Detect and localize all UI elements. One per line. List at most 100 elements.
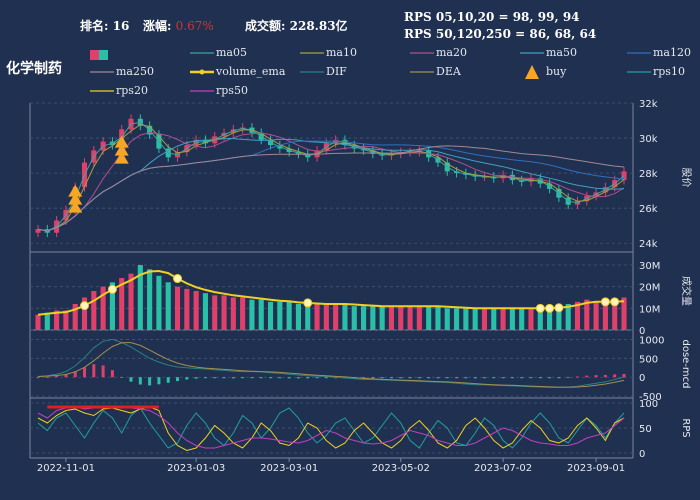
macd-histogram-bar xyxy=(296,377,300,379)
macd-histogram-bar xyxy=(55,375,59,378)
macd-histogram-bar xyxy=(36,377,40,379)
series-ma20 xyxy=(37,131,625,232)
macd-histogram-bar xyxy=(389,377,393,379)
macd-histogram-bar xyxy=(520,377,524,379)
volume-bar xyxy=(593,301,599,330)
legend-candle-up-icon xyxy=(90,50,99,60)
x-tick-label: 2022-11-01 xyxy=(37,463,95,474)
volume-bar xyxy=(574,301,581,330)
series-dea xyxy=(37,342,625,388)
volume-bar xyxy=(519,308,525,330)
series-ma10 xyxy=(37,124,625,232)
macd-histogram-bar xyxy=(278,377,282,379)
legend-item-ma20: ma20 xyxy=(436,46,467,59)
buy-marker-icon xyxy=(68,184,83,197)
volume-bar xyxy=(54,310,60,330)
legend-item-buy: buy xyxy=(546,65,567,78)
macd-histogram-bar xyxy=(101,365,105,378)
y-tick-label: 0 xyxy=(639,373,645,384)
macd-histogram-bar xyxy=(464,377,468,379)
volume-bar xyxy=(91,291,97,330)
volume-signal-point xyxy=(303,298,313,308)
macd-histogram-bar xyxy=(83,367,87,378)
volume-bar xyxy=(174,286,181,330)
volume-bar xyxy=(63,310,69,330)
x-tick-label: 2023-03-01 xyxy=(260,463,318,474)
volume-bar xyxy=(267,301,274,330)
y-tick-label: 100 xyxy=(639,399,658,410)
macd-histogram-bar xyxy=(306,377,310,379)
volume-bar xyxy=(444,308,450,330)
macd-histogram-bar xyxy=(482,377,486,379)
volume-bar xyxy=(193,291,199,330)
legend-item-ma10: ma10 xyxy=(326,46,357,59)
volume-bar xyxy=(184,288,190,330)
y-tick-label: 24k xyxy=(639,239,658,250)
volume-bar xyxy=(621,297,627,330)
legend-buy-icon xyxy=(525,65,539,79)
turnover-value: 228.83亿 xyxy=(289,19,348,33)
y-tick-label: 32k xyxy=(639,99,658,110)
volume-bar xyxy=(128,273,134,330)
volume-bar xyxy=(314,304,320,330)
volume-bar xyxy=(463,308,469,330)
buy-marker-icon xyxy=(114,135,129,148)
legend-swatch-marker xyxy=(199,69,205,75)
volume-bar xyxy=(360,306,367,330)
rank-stat: 排名: 16 xyxy=(80,17,129,34)
volume-signal-point xyxy=(600,297,610,307)
x-tick-label: 2023-05-02 xyxy=(372,463,430,474)
volume-bar xyxy=(137,265,143,330)
legend-item-ma250: ma250 xyxy=(116,65,154,78)
macd-histogram-bar xyxy=(185,377,189,380)
volume-bar xyxy=(342,304,348,330)
volume-bar xyxy=(305,304,311,330)
volume-bar xyxy=(351,306,357,330)
macd-histogram-bar xyxy=(492,377,496,379)
macd-histogram-bar xyxy=(241,377,245,379)
y-axis-label-rps: RPS xyxy=(680,418,691,437)
macd-histogram-bar xyxy=(148,377,152,386)
legend-item-ma120: ma120 xyxy=(653,46,691,59)
turnover-stat: 成交额: 228.83亿 xyxy=(245,17,348,34)
change-stat: 涨幅: 0.67% xyxy=(143,17,214,34)
volume-bar xyxy=(295,304,302,330)
change-value: 0.67% xyxy=(175,19,214,33)
y-axis-label-macd: dose-mcd xyxy=(680,339,691,388)
volume-bar xyxy=(333,304,339,330)
y-axis-label-price: 股价 xyxy=(680,168,692,188)
y-tick-label: 50 xyxy=(639,424,652,435)
volume-bar xyxy=(323,304,329,330)
volume-bar xyxy=(249,299,255,330)
legend-candle-down-icon xyxy=(99,50,108,60)
legend-item-DIF: DIF xyxy=(326,65,347,78)
rps-short: RPS 05,10,20 = 98, 99, 94 xyxy=(404,10,580,24)
y-tick-label: 0 xyxy=(639,449,645,460)
macd-histogram-bar xyxy=(399,377,403,379)
macd-histogram-bar xyxy=(436,377,440,379)
macd-histogram-bar xyxy=(176,377,180,382)
macd-histogram-bar xyxy=(380,377,384,379)
buy-marker-icon xyxy=(68,192,83,205)
candle-body xyxy=(481,176,488,178)
change-label: 涨幅: xyxy=(143,19,172,33)
macd-histogram-bar xyxy=(64,374,68,378)
y-tick-label: 0 xyxy=(639,326,645,337)
volume-bar xyxy=(398,306,404,330)
volume-bar xyxy=(556,306,562,330)
macd-histogram-bar xyxy=(92,364,96,378)
macd-histogram-bar xyxy=(110,370,114,378)
turnover-label: 成交额: xyxy=(245,19,286,33)
y-tick-label: -500 xyxy=(639,392,662,403)
volume-bar xyxy=(547,308,553,330)
y-tick-label: 10M xyxy=(639,304,660,315)
macd-histogram-bar xyxy=(594,375,598,378)
series-ma05 xyxy=(37,121,625,232)
volume-bar xyxy=(119,278,125,330)
volume-signal-point xyxy=(554,303,564,313)
macd-histogram-bar xyxy=(166,377,170,383)
macd-histogram-bar xyxy=(73,371,77,378)
macd-histogram-bar xyxy=(510,377,514,379)
buy-marker-icon xyxy=(114,143,129,156)
chart-title: 化学制药 xyxy=(6,61,62,77)
